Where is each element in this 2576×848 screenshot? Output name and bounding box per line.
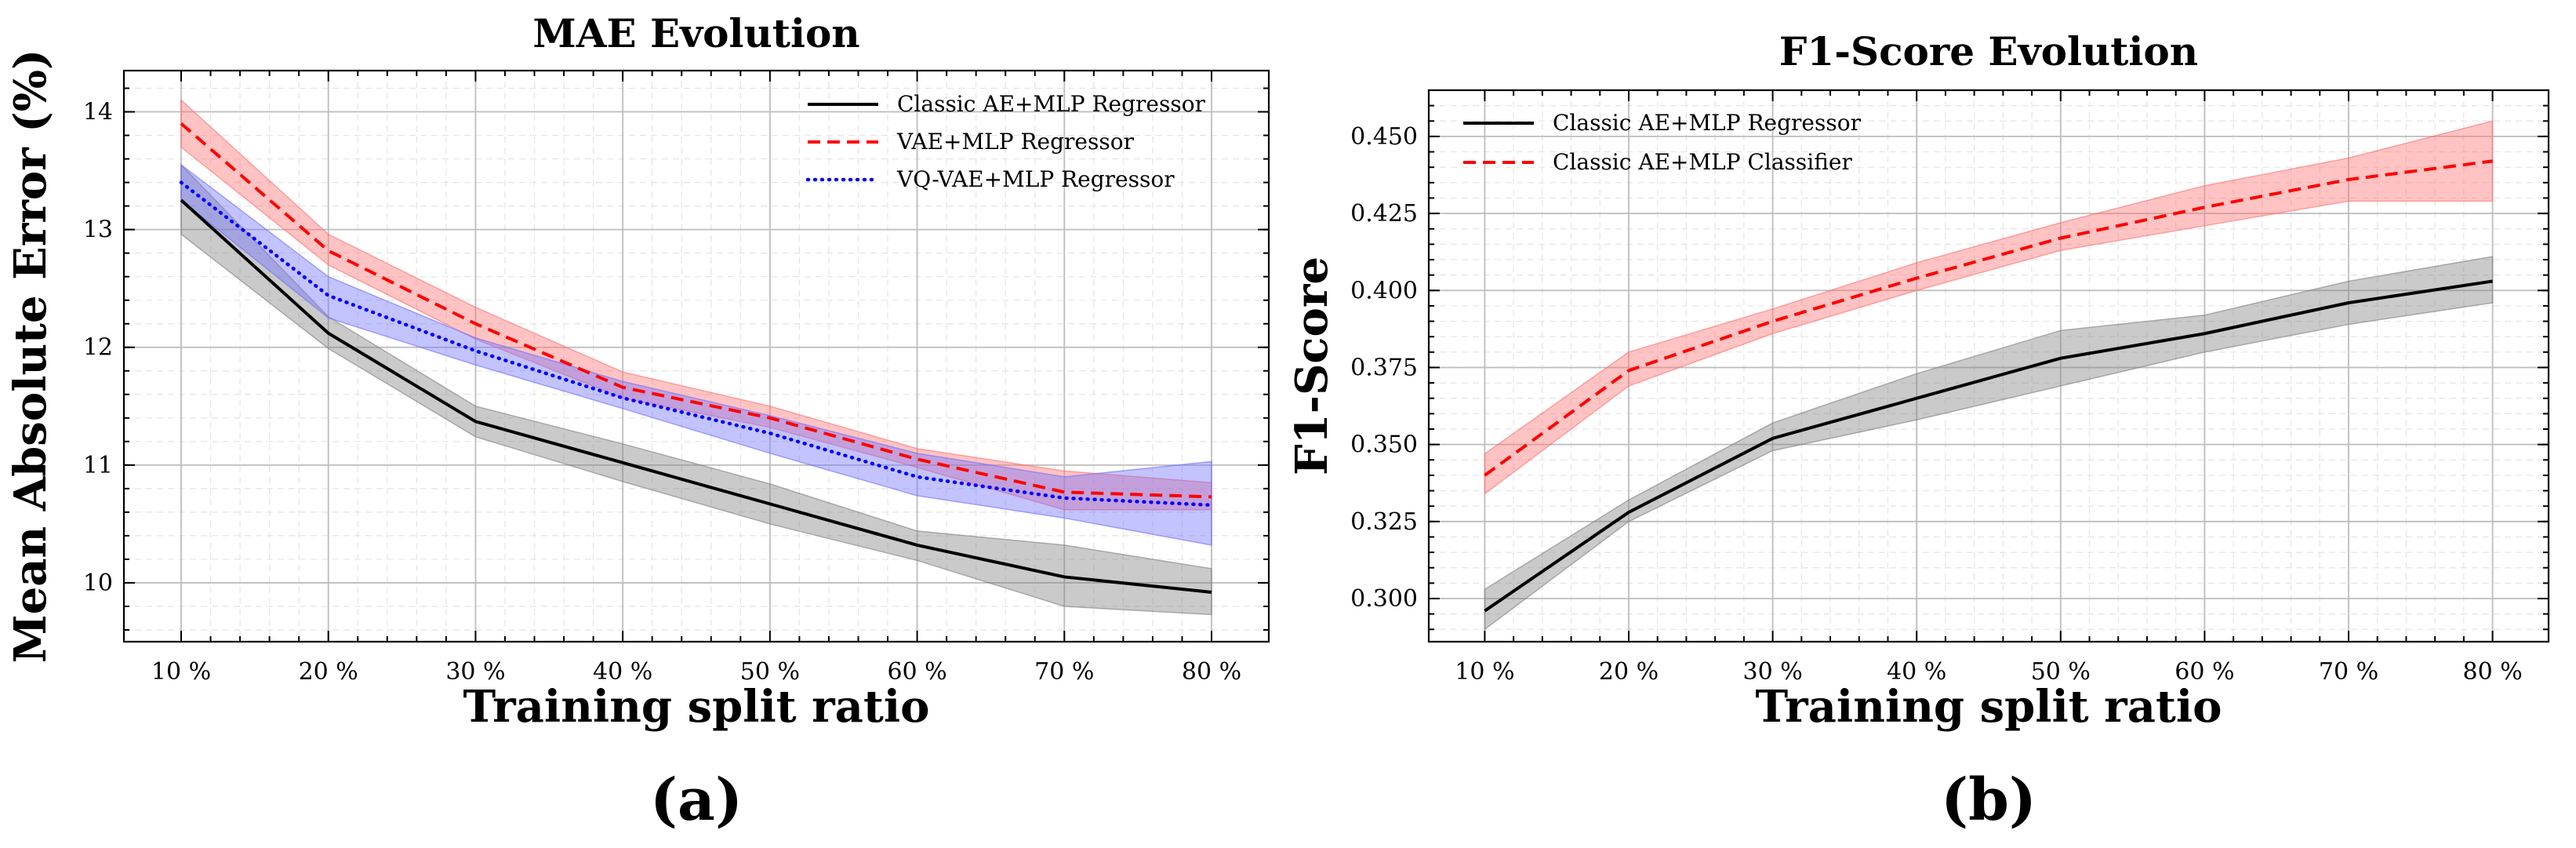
y-tick-label: 13 <box>83 217 113 244</box>
y-tick-label: 0.325 <box>1350 508 1418 536</box>
x-tick-label: 50 % <box>2031 658 2091 686</box>
x-tick-label: 20 % <box>299 658 358 686</box>
x-tick-label: 20 % <box>1599 658 1659 686</box>
x-tick-label: 70 % <box>1034 658 1094 686</box>
x-tick-label: 30 % <box>1742 658 1802 686</box>
y-axis-label: Mean Absolute Error (%) <box>5 49 56 664</box>
series-line-2 <box>1484 159 2493 477</box>
y-tick-label: 0.450 <box>1350 123 1418 151</box>
y-tick-label: 14 <box>83 99 113 126</box>
x-tick-label: 40 % <box>1887 658 1946 686</box>
major-grid <box>124 71 1269 642</box>
y-tick-label: 0.350 <box>1350 431 1418 459</box>
x-tick-label: 80 % <box>1182 658 1241 686</box>
x-tick-label: 60 % <box>2175 658 2234 686</box>
legend-label-1: Classic AE+MLP Regressor <box>1553 110 1862 136</box>
y-tick-label: 12 <box>83 334 113 362</box>
y-tick-label: 0.400 <box>1350 277 1418 304</box>
panel-label: (a) <box>650 766 743 834</box>
legend-label-2: VAE+MLP Regressor <box>896 129 1135 155</box>
x-tick-label: 10 % <box>1455 658 1514 686</box>
x-tick-label: 80 % <box>2462 658 2522 686</box>
x-axis-label: Training split ratio <box>1756 681 2222 733</box>
y-tick-label: 0.425 <box>1350 200 1418 227</box>
y-tick-label: 10 <box>83 570 113 597</box>
confidence-band-1 <box>180 163 1212 616</box>
confidence-band-1 <box>1484 256 2494 631</box>
x-tick-label: 40 % <box>593 658 652 686</box>
legend: Classic AE+MLP Regressor Classic AE+MLP C… <box>1463 110 1862 175</box>
x-tick-label: 50 % <box>740 658 800 686</box>
panel-f1-score-evolution: 10 % 20 % 30 % 40 % 50 % 60 % 70 % 80 % 0.300 0.3… <box>1286 28 2550 834</box>
y-tick-label: 11 <box>83 452 113 479</box>
x-tick-label: 60 % <box>887 658 946 686</box>
y-tick-label: 0.375 <box>1350 354 1418 381</box>
legend: Classic AE+MLP Regressor VAE+MLP Regresso… <box>805 91 1206 192</box>
x-tick-label: 10 % <box>151 658 211 686</box>
series-line-1 <box>180 198 1212 594</box>
plot-frame <box>122 69 1270 643</box>
plot-frame <box>1427 89 2550 643</box>
series-line-2 <box>180 122 1212 499</box>
y-tick-label: 0.300 <box>1350 585 1418 613</box>
series-line-1 <box>1484 279 2493 613</box>
confidence-band-2 <box>1484 120 2494 495</box>
confidence-band-3 <box>180 163 1212 546</box>
panel-mae-evolution: 10 % 20 % 30 % 40 % 50 % 60 % 70 % 80 % 10 11 12 13… <box>5 10 1270 834</box>
legend-label-2: Classic AE+MLP Classifier <box>1553 149 1852 175</box>
y-axis-label: F1-Score <box>1286 257 1338 475</box>
x-tick-label: 70 % <box>2319 658 2378 686</box>
x-axis-label: Training split ratio <box>463 681 930 733</box>
chart-title: F1-Score Evolution <box>1779 28 2198 75</box>
panel-label: (b) <box>1941 766 2036 834</box>
legend-label-1: Classic AE+MLP Regressor <box>897 91 1206 117</box>
chart-title: MAE Evolution <box>532 10 859 56</box>
series-line-3 <box>179 180 1214 508</box>
legend-label-3: VQ-VAE+MLP Regressor <box>896 166 1175 192</box>
x-tick-label: 30 % <box>445 658 505 686</box>
